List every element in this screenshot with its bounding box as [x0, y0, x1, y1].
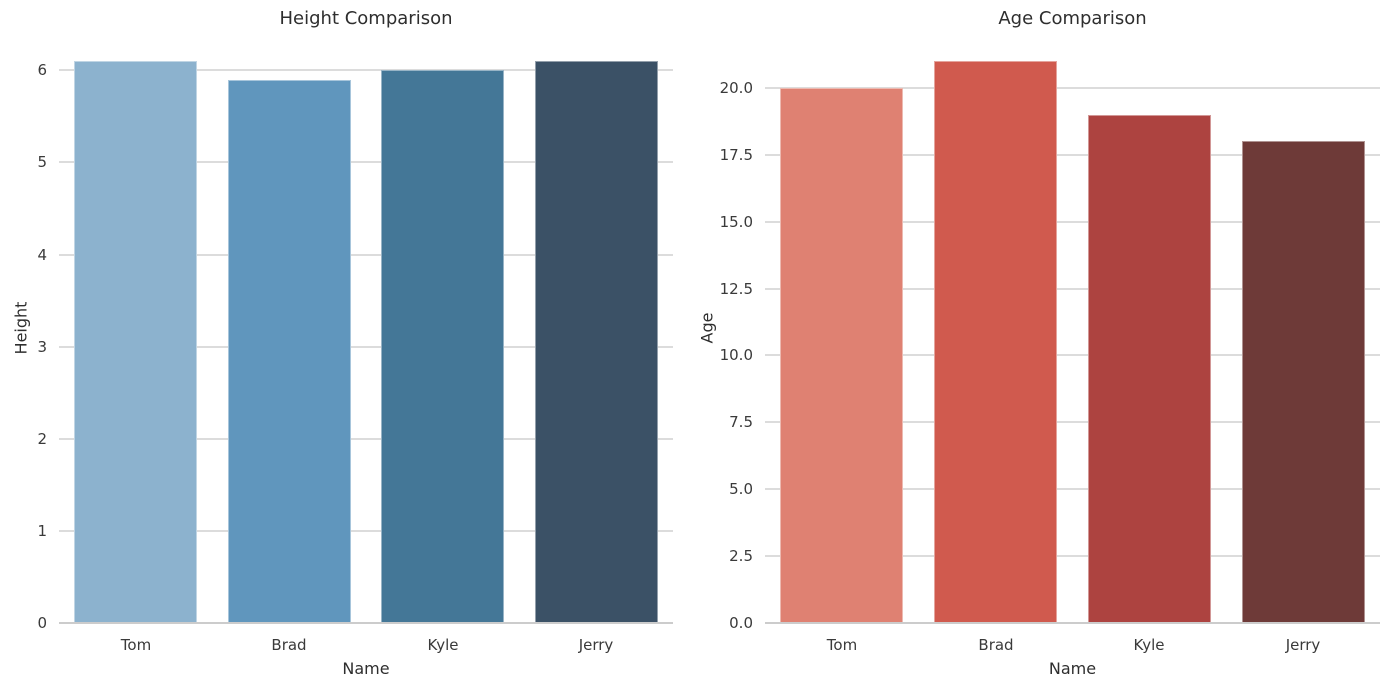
bar-tom: [780, 87, 903, 623]
x-tick-label: Jerry: [1285, 636, 1321, 654]
bar-kyle: [381, 70, 504, 623]
y-tick-label: 2: [37, 429, 47, 448]
grid-line: [765, 354, 1380, 357]
x-axis-line: [765, 622, 1380, 624]
bar-brad: [228, 79, 351, 623]
x-tick-label: Jerry: [578, 636, 614, 654]
y-tick-label: 15.0: [719, 212, 753, 231]
x-tick-label: Kyle: [427, 636, 459, 654]
height-chart-title: Height Comparison: [279, 8, 453, 29]
grid-line: [765, 220, 1380, 223]
grid-line: [765, 421, 1380, 424]
grid-line: [765, 153, 1380, 156]
grid-line: [59, 161, 673, 164]
grid-line: [765, 287, 1380, 290]
bar-brad: [934, 61, 1057, 623]
age-chart-plot-area: 0.0 2.5 5.0 7.5 10.0 12.5 15.0 17.5 20.0 Tom Brad K…: [720, 33, 1380, 654]
bar-jerry: [1242, 141, 1365, 623]
x-tick-label: Kyle: [1133, 636, 1165, 654]
x-tick-label: Brad: [978, 636, 1014, 654]
y-tick-label: 3: [37, 337, 47, 356]
bar-tom: [74, 61, 197, 623]
y-tick-label: 17.5: [719, 145, 753, 164]
grid-line: [59, 437, 673, 440]
height-chart-plot-area: 0 1 2 3 4 5 6 Tom Brad Kyle Jerry: [37, 33, 673, 654]
grid-line: [59, 69, 673, 72]
grid-line: [765, 488, 1380, 491]
y-tick-label: 0.0: [729, 614, 753, 632]
x-tick-label: Brad: [271, 636, 307, 654]
y-tick-label: 0: [37, 614, 47, 632]
bar-jerry: [535, 61, 658, 623]
y-tick-label: 5.0: [729, 480, 753, 499]
y-tick-label: 6: [37, 61, 47, 80]
y-tick-label: 5: [37, 153, 47, 172]
grid-line: [765, 555, 1380, 558]
y-tick-label: 2.5: [729, 547, 753, 566]
y-tick-label: 10.0: [719, 346, 753, 365]
grid-line: [59, 529, 673, 532]
y-tick-label: 20.0: [719, 78, 753, 97]
x-axis-line: [59, 622, 673, 624]
age-chart-x-axis-label: Name: [1048, 659, 1097, 678]
height-chart-x-axis-label: Name: [342, 659, 390, 678]
age-chart-y-axis-label: Age: [697, 312, 717, 344]
grid-line: [59, 345, 673, 348]
y-tick-label: 7.5: [729, 413, 753, 432]
y-tick-label: 4: [37, 245, 47, 264]
x-tick-label: Tom: [120, 636, 152, 654]
grid-line: [765, 86, 1380, 89]
age-chart-title: Age Comparison: [998, 8, 1147, 29]
y-tick-label: 1: [37, 521, 47, 540]
grid-line: [59, 253, 673, 256]
x-tick-label: Tom: [826, 636, 858, 654]
bar-kyle: [1088, 114, 1211, 623]
y-tick-label: 12.5: [719, 279, 753, 298]
